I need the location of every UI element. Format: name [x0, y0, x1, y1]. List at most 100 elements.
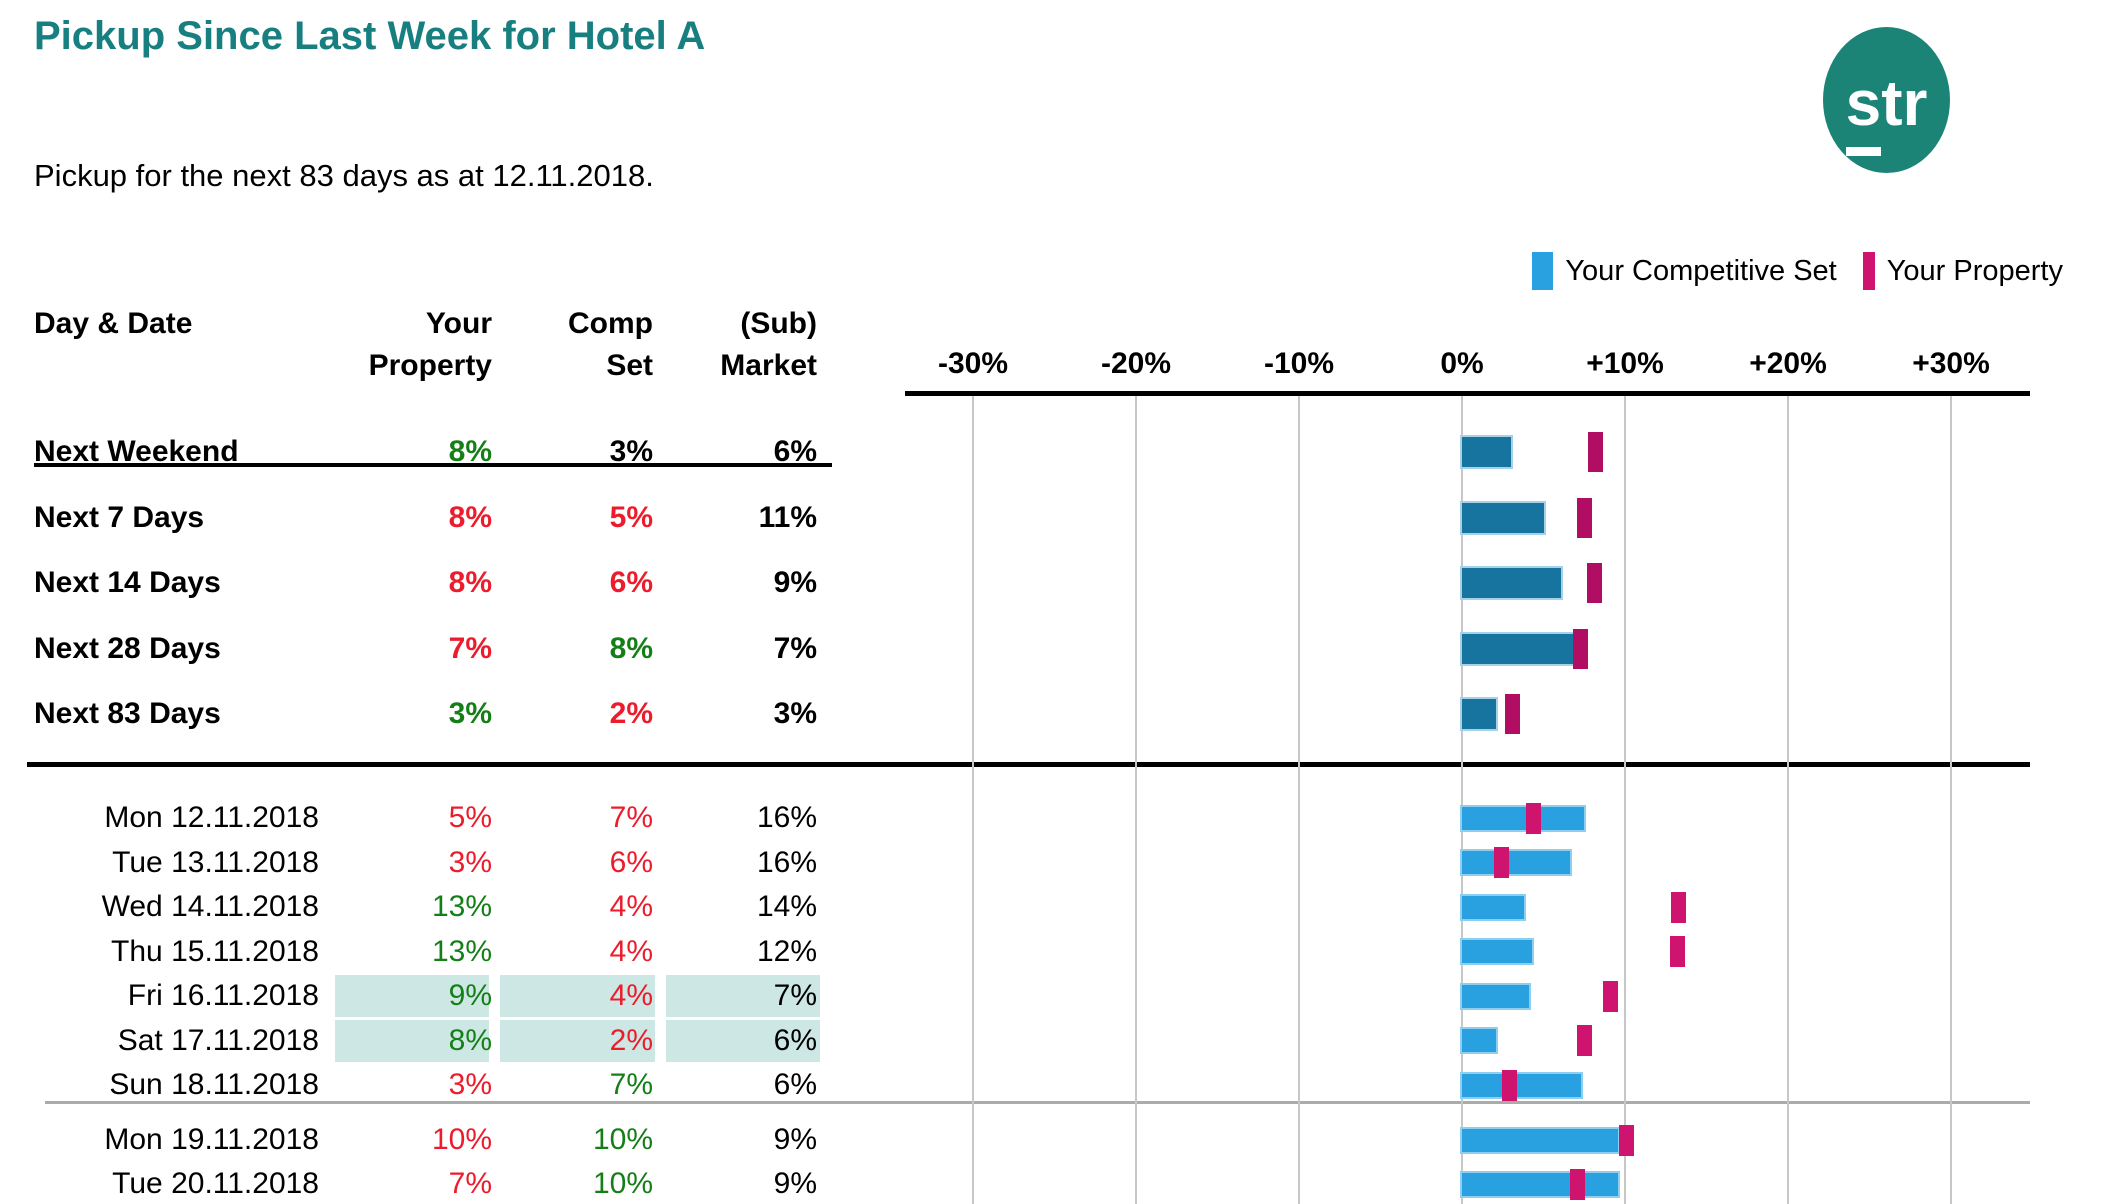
summary-section-separator: [27, 762, 2030, 767]
comp-set-value: 4%: [609, 979, 653, 1012]
property-value: 9%: [448, 979, 492, 1012]
property-marker: [1586, 563, 1602, 603]
property-value: 8%: [448, 500, 492, 534]
col-header-comp-set-line1: Comp: [568, 307, 653, 340]
comp-set-value: 6%: [609, 845, 653, 879]
property-value: 10%: [431, 1123, 492, 1156]
gridline: [1461, 396, 1463, 1204]
comp-set-bar: [1460, 1126, 1621, 1154]
comp-set-value: 10%: [592, 1123, 653, 1156]
legend-property-swatch: [1862, 252, 1875, 290]
chart-axis-line: [905, 391, 2030, 396]
gridline: [1298, 396, 1300, 1204]
summary-row-label: Next 83 Days: [34, 697, 221, 730]
daily-row-date: Fri 16.11.2018: [127, 979, 319, 1012]
highlight-cell: [666, 1019, 820, 1062]
comp-set-value: 7%: [609, 801, 653, 834]
comp-set-value: 7%: [609, 1068, 653, 1101]
legend-comp-set-label: Your Competitive Set: [1565, 254, 1837, 287]
property-value: 3%: [448, 1068, 492, 1101]
daily-row-date: Sat 17.11.2018: [117, 1023, 319, 1057]
page-subtitle: Pickup for the next 83 days as at 12.11.…: [34, 158, 654, 193]
property-value: 7%: [448, 1167, 492, 1200]
comp-set-value: 4%: [609, 934, 653, 968]
market-value: 9%: [773, 566, 817, 599]
comp-set-value: 10%: [592, 1167, 653, 1200]
market-value: 11%: [758, 500, 817, 534]
comp-set-bar: [1460, 500, 1546, 535]
comp-set-value: 2%: [609, 697, 653, 730]
summary-row-label: Next Weekend: [34, 435, 239, 468]
gridline: [972, 396, 974, 1204]
market-value: 16%: [756, 845, 817, 879]
col-header-market-line2: Market: [720, 349, 817, 382]
highlight-cell: [666, 975, 820, 1017]
table-header-underline: [34, 463, 832, 467]
daily-row-date: Mon 19.11.2018: [104, 1123, 319, 1156]
comp-set-value: 8%: [609, 631, 653, 665]
property-marker: [1493, 847, 1509, 878]
str-logo-text: str: [1845, 67, 1927, 156]
gridline: [1624, 396, 1626, 1204]
property-marker: [1588, 432, 1604, 472]
market-value: 7%: [773, 631, 817, 665]
market-value: 14%: [756, 890, 817, 923]
property-marker: [1576, 1025, 1592, 1056]
comp-set-bar: [1460, 849, 1572, 876]
property-marker: [1501, 1069, 1517, 1101]
axis-tick-label: 0%: [1440, 347, 1484, 380]
daily-row-date: Wed 14.11.2018: [101, 890, 319, 923]
axis-tick-label: -10%: [1263, 347, 1335, 380]
property-marker: [1526, 802, 1542, 834]
week-separator: [45, 1101, 2030, 1104]
comp-set-value: 5%: [609, 500, 653, 534]
property-value: 8%: [448, 1023, 492, 1057]
axis-tick-label: -30%: [937, 347, 1009, 380]
property-marker: [1576, 497, 1592, 538]
gridline: [1135, 396, 1137, 1204]
daily-row-date: Tue 20.11.2018: [112, 1167, 319, 1200]
str-logo: str: [1823, 27, 1950, 173]
property-marker: [1570, 1168, 1586, 1200]
property-marker: [1573, 628, 1589, 669]
col-header-property-line2: Property: [368, 349, 492, 382]
market-value: 9%: [773, 1167, 817, 1200]
col-header-property-line1: Your: [425, 307, 492, 340]
summary-row-label: Next 28 Days: [34, 631, 221, 665]
gridline: [1787, 396, 1789, 1204]
daily-row-date: Sun 18.11.2018: [109, 1068, 319, 1101]
page-title: Pickup Since Last Week for Hotel A: [34, 14, 706, 58]
property-marker: [1602, 980, 1618, 1012]
summary-row-label: Next 14 Days: [34, 566, 221, 599]
daily-row-date: Thu 15.11.2018: [111, 934, 319, 968]
comp-set-bar: [1460, 1027, 1499, 1054]
comp-set-bar: [1460, 1170, 1621, 1198]
property-value: 8%: [448, 566, 492, 599]
highlight-cell: [335, 975, 489, 1017]
market-value: 12%: [756, 934, 817, 968]
highlight-cell: [500, 975, 655, 1017]
comp-set-bar: [1460, 804, 1587, 832]
highlight-cell: [500, 1019, 655, 1062]
market-value: 6%: [773, 1023, 817, 1057]
legend-comp-set-swatch: [1532, 252, 1554, 290]
comp-set-value: 6%: [609, 566, 653, 599]
market-value: 7%: [773, 979, 817, 1012]
property-value: 13%: [431, 890, 492, 923]
property-value: 8%: [448, 435, 492, 468]
comp-set-bar: [1460, 631, 1575, 666]
comp-set-bar: [1460, 982, 1531, 1010]
axis-tick-label: +30%: [1912, 347, 1990, 380]
comp-set-bar: [1460, 893, 1526, 921]
comp-set-value: 4%: [609, 890, 653, 923]
market-value: 9%: [773, 1123, 817, 1156]
comp-set-value: 2%: [609, 1023, 653, 1057]
col-header-day-date: Day & Date: [34, 307, 193, 340]
daily-row-date: Mon 12.11.2018: [104, 801, 319, 834]
daily-row-date: Tue 13.11.2018: [112, 845, 319, 879]
property-value: 3%: [448, 845, 492, 879]
axis-tick-label: +20%: [1749, 347, 1827, 380]
comp-set-value: 3%: [609, 435, 653, 468]
axis-tick-label: +10%: [1586, 347, 1664, 380]
